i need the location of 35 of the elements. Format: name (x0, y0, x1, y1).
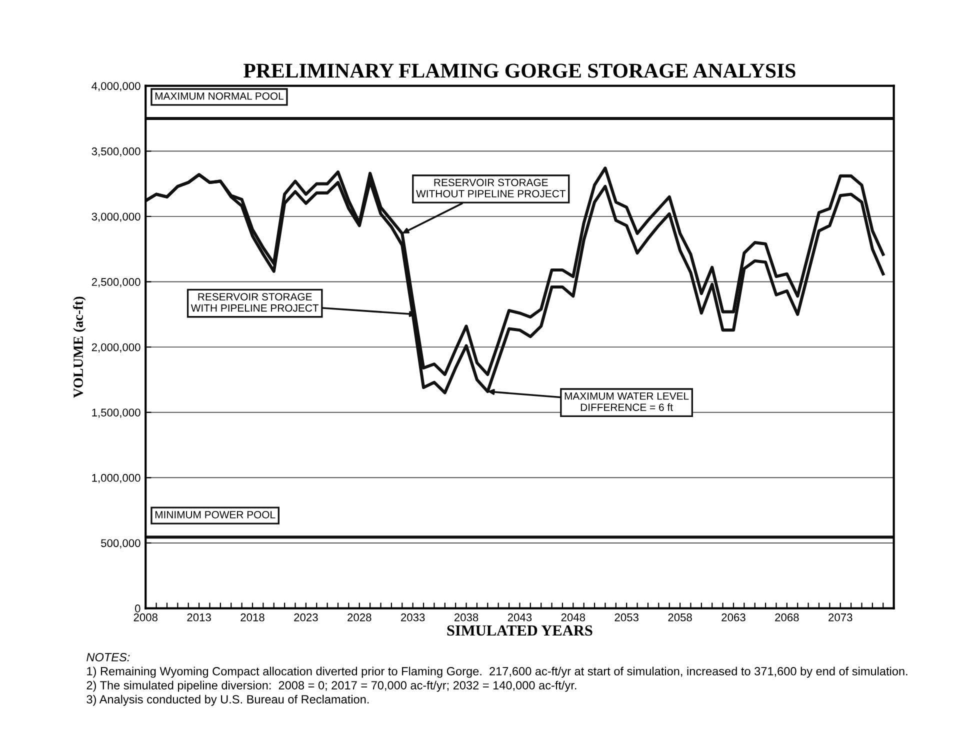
y-tick-label: 2,500,000 (92, 278, 140, 288)
x-tick-label: 2013 (187, 613, 211, 622)
x-tick-label: 2068 (775, 613, 799, 622)
ref-line-label: MINIMUM POWER POOL (155, 510, 276, 518)
x-tick-label: 2063 (722, 613, 746, 622)
text: NOTES: (86, 652, 130, 662)
x-tick-label: 2043 (508, 613, 532, 622)
x-tick-label: 2073 (828, 613, 852, 622)
annotation: MAXIMUM WATER LEVEL DIFFERENCE = 6 ft (564, 392, 689, 411)
x-tick-label: 2048 (561, 613, 586, 622)
x-axis-title: SIMULATED YEARS (447, 625, 592, 636)
x-tick-label: 2038 (454, 613, 478, 622)
y-tick-label: 1,000,000 (92, 474, 140, 484)
annotation: RESERVOIR STORAGE WITHOUT PIPELINE PROJECT (416, 178, 566, 198)
annotation: RESERVOIR STORAGE WITH PIPELINE PROJECT (190, 293, 319, 312)
y-tick-label: 1,500,000 (92, 408, 140, 418)
text: 2) The simulated pipeline diversion: 2008 = 0; 2017 = 70,000 ac-ft/yr; 2032 = 140,000 ac-ft/yr. (86, 680, 576, 692)
y-tick-label: 2,000,000 (92, 343, 140, 353)
y-tick-label: 3,000,000 (92, 212, 140, 222)
x-tick-label: 2058 (668, 613, 692, 622)
y-tick-label: 0 (135, 604, 140, 612)
x-tick-label: 2023 (294, 613, 318, 622)
x-tick-label: 2033 (401, 613, 425, 622)
x-tick-label: 2053 (614, 613, 638, 622)
y-axis-title: VOLUME (ac-ft) (73, 296, 86, 398)
ref-line-label: MAXIMUM NORMAL POOL (155, 92, 284, 100)
y-tick-label: 3,500,000 (92, 147, 140, 157)
chart-title: PRELIMINARY FLAMING GORGE STORAGE ANALYSIS (244, 64, 796, 78)
x-tick-label: 2028 (348, 613, 372, 622)
x-tick-label: 2008 (134, 613, 158, 622)
text: 1) Remaining Wyoming Compact allocation diverted prior to Flaming Gorge. 217,600 ac-ft/yr at start of simulation, increased to 371,600 by end of simulation. (87, 666, 908, 678)
text: 3) Analysis conducted by U.S. Bureau of Reclamation. (86, 694, 369, 706)
y-tick-label: 500,000 (101, 539, 140, 548)
x-tick-label: 2018 (240, 613, 264, 622)
y-tick-label: 4,000,000 (92, 82, 140, 92)
